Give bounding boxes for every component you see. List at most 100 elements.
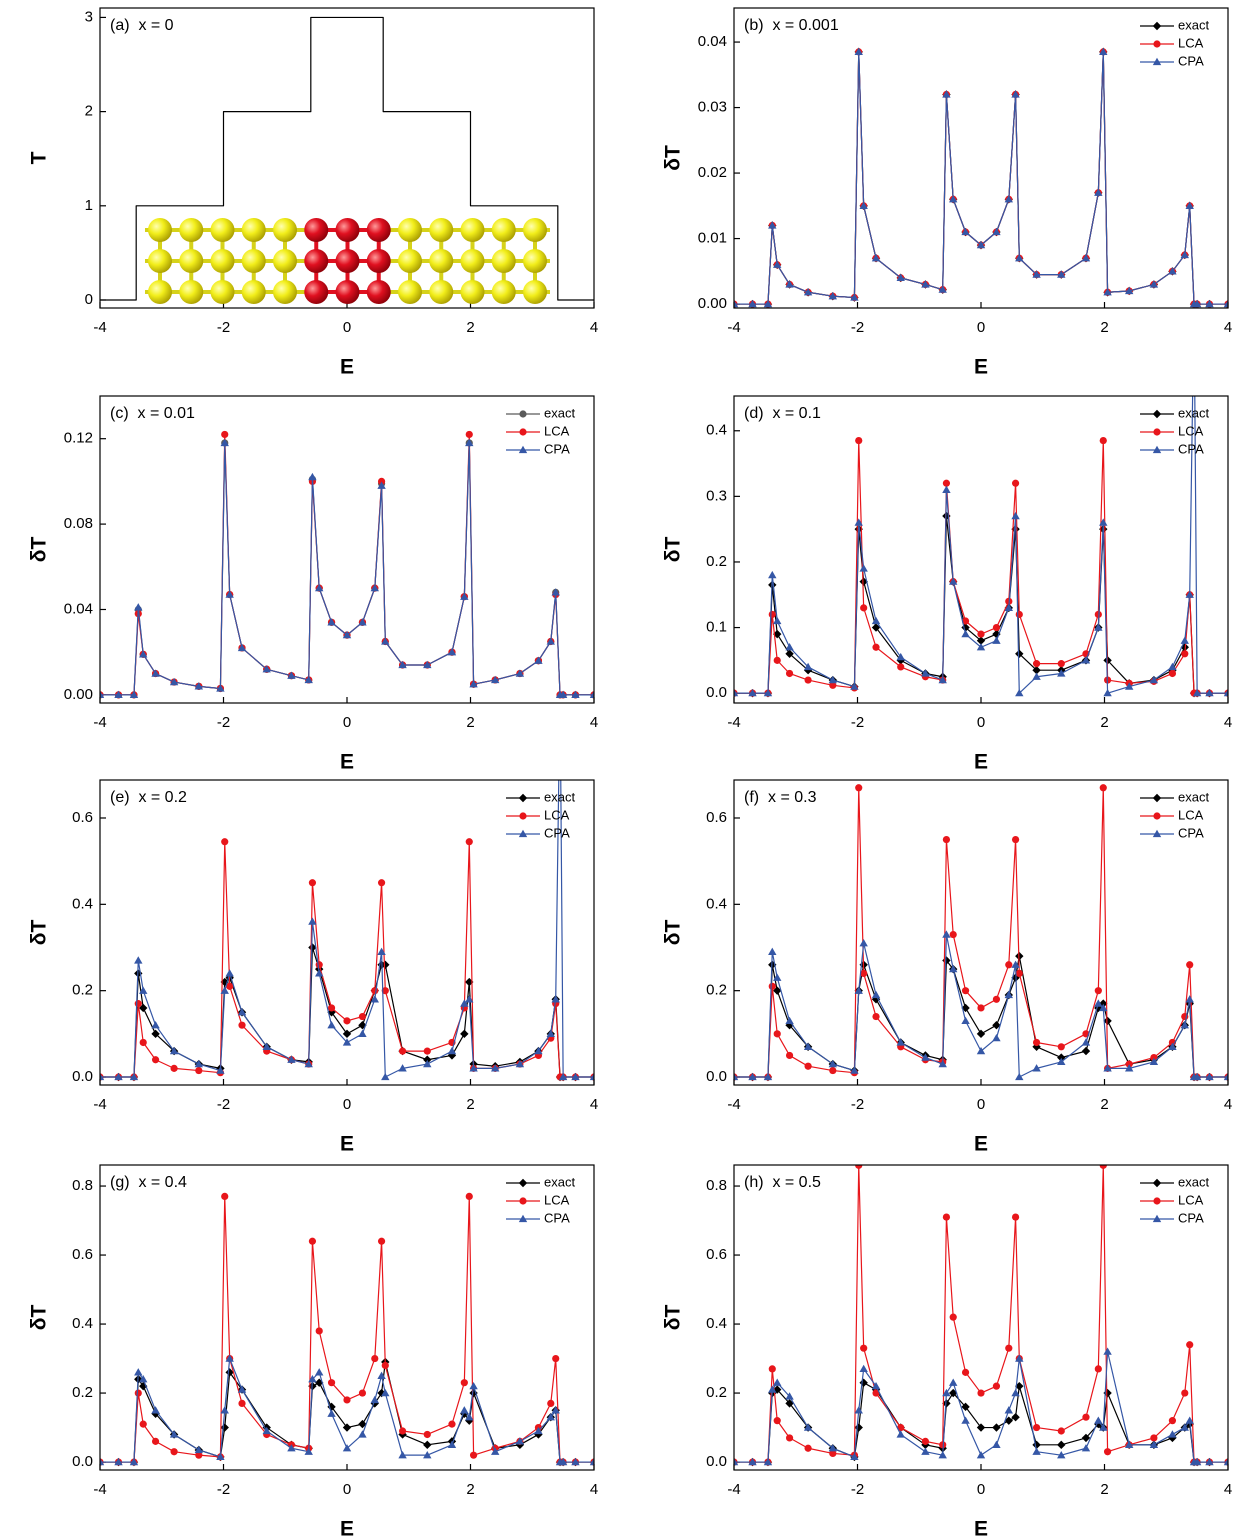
marker xyxy=(1099,1423,1108,1431)
marker xyxy=(850,682,859,690)
marker xyxy=(1004,990,1013,999)
marker xyxy=(1168,267,1177,275)
marker xyxy=(992,1382,1001,1390)
marker xyxy=(221,838,229,846)
marker xyxy=(1185,201,1194,209)
marker xyxy=(992,1033,1001,1042)
legend-label: CPA xyxy=(544,825,570,840)
marker xyxy=(785,1051,794,1060)
marker xyxy=(1205,1072,1214,1081)
marker xyxy=(785,643,794,651)
marker xyxy=(949,930,957,939)
marker xyxy=(1185,995,1194,1003)
marker xyxy=(1223,1457,1228,1466)
marker xyxy=(551,588,560,596)
marker xyxy=(1094,999,1103,1007)
marker xyxy=(773,260,782,268)
marker xyxy=(1094,610,1102,619)
marker xyxy=(860,1344,868,1352)
legend-marker xyxy=(1152,57,1162,66)
marker xyxy=(854,518,863,526)
marker xyxy=(1168,669,1177,678)
marker xyxy=(447,1440,457,1448)
marker xyxy=(768,570,777,579)
x-axis-title: E xyxy=(340,356,354,379)
marker xyxy=(773,1030,781,1038)
series-line xyxy=(100,16,594,301)
marker xyxy=(1150,1434,1158,1442)
marker xyxy=(308,943,317,952)
marker xyxy=(377,1371,386,1379)
marker xyxy=(491,1447,500,1455)
marker xyxy=(447,1046,457,1055)
legend-marker xyxy=(1152,1178,1162,1188)
y-tick-label: 0.0 xyxy=(706,1453,727,1470)
marker xyxy=(1125,682,1134,690)
legend-marker xyxy=(518,829,528,838)
marker xyxy=(423,1450,432,1459)
marker xyxy=(1099,518,1108,526)
marker xyxy=(785,1021,794,1030)
marker xyxy=(859,564,868,572)
legend-marker xyxy=(1152,445,1162,454)
atom xyxy=(179,218,204,242)
atom xyxy=(179,249,204,273)
marker xyxy=(803,1042,813,1050)
marker xyxy=(921,1437,930,1445)
marker xyxy=(381,1361,389,1370)
marker xyxy=(571,1072,580,1081)
marker xyxy=(961,629,970,638)
marker xyxy=(961,1016,970,1025)
marker xyxy=(315,969,324,977)
marker xyxy=(423,660,432,669)
marker xyxy=(129,690,139,699)
marker xyxy=(734,1457,739,1466)
atom xyxy=(398,280,422,304)
y-tick-label: 0.2 xyxy=(72,1384,93,1401)
panel: 0.0 0.2 0.4 0.6 0.8 -4 -2 0 2 4 EδT (g) x = 0.4 exac… xyxy=(28,1164,598,1539)
atom xyxy=(179,280,204,304)
marker xyxy=(1186,961,1194,969)
marker xyxy=(381,637,390,645)
marker xyxy=(1057,660,1065,668)
y-tick-label: 0.2 xyxy=(706,982,727,999)
marker xyxy=(872,1389,880,1397)
plot-area xyxy=(734,396,1228,698)
marker xyxy=(515,1059,525,1068)
marker xyxy=(491,675,500,684)
x-tick-label: 0 xyxy=(343,319,351,336)
y-tick-label: 0.00 xyxy=(64,686,93,703)
marker xyxy=(1081,1046,1091,1056)
marker xyxy=(139,650,148,658)
y-tick-label: 0.03 xyxy=(698,99,727,116)
plot-area xyxy=(734,784,1228,1082)
marker xyxy=(854,1406,863,1414)
panel-title: (h) x = 0.5 xyxy=(744,1174,821,1191)
marker xyxy=(1168,1042,1177,1050)
legend-label: CPA xyxy=(544,441,570,456)
marker xyxy=(287,671,296,679)
x-tick-label: 0 xyxy=(977,1481,985,1498)
legend-label: exact xyxy=(1178,1174,1209,1189)
y-tick-label: 0.08 xyxy=(64,515,93,532)
marker xyxy=(1015,610,1023,619)
y-axis-title: δT xyxy=(662,145,685,171)
plot-area xyxy=(100,780,594,1082)
y-tick-label: 0.4 xyxy=(72,895,93,912)
series-line xyxy=(100,946,594,1078)
marker xyxy=(460,999,469,1007)
marker xyxy=(1057,1440,1066,1450)
atom xyxy=(335,218,360,242)
marker xyxy=(785,1016,794,1025)
y-tick-label: 0.1 xyxy=(706,619,727,636)
legend-label: exact xyxy=(1178,789,1209,804)
x-tick-label: 0 xyxy=(343,714,351,731)
series-line xyxy=(734,51,1228,305)
y-tick-label: 1 xyxy=(85,197,93,214)
plot-frame xyxy=(733,7,1229,309)
marker xyxy=(358,1419,367,1429)
x-tick-label: 4 xyxy=(590,1481,598,1498)
atom xyxy=(148,218,172,242)
marker xyxy=(114,1072,123,1081)
atom xyxy=(241,280,266,304)
